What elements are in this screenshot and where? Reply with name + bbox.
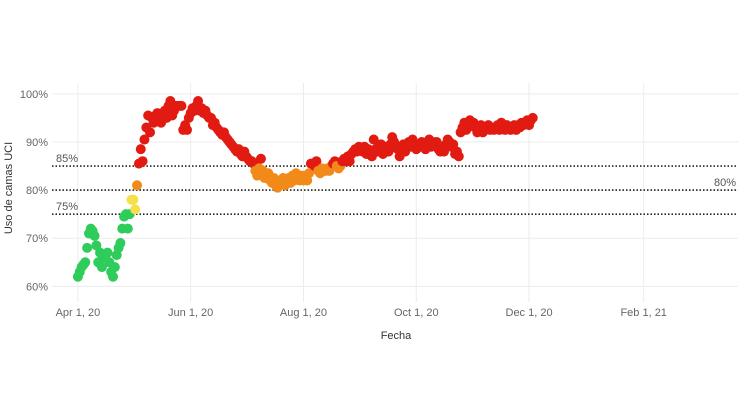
data-point: [139, 134, 150, 145]
x-tick-label: Feb 1, 21: [620, 307, 666, 319]
data-points: [72, 96, 538, 282]
reference-line-label: 85%: [56, 153, 78, 165]
y-tick-label: 90%: [26, 137, 48, 149]
data-point: [128, 194, 139, 205]
data-point: [108, 271, 119, 282]
data-point: [122, 223, 133, 234]
data-point: [132, 180, 143, 191]
data-point: [96, 262, 107, 273]
data-point: [255, 153, 266, 164]
data-point: [137, 156, 148, 167]
x-tick-label: Dec 1, 20: [506, 307, 553, 319]
data-point: [368, 134, 379, 145]
reference-lines: 85% 80% 75%: [52, 153, 738, 215]
y-tick-label: 60%: [26, 281, 48, 293]
data-point: [527, 112, 538, 123]
data-point: [109, 262, 120, 273]
data-point: [102, 247, 113, 258]
data-point: [82, 242, 93, 253]
x-tick-label: Oct 1, 20: [394, 307, 439, 319]
data-point: [453, 151, 464, 162]
y-tick-label: 100%: [20, 89, 48, 101]
reference-line-label: 75%: [56, 201, 78, 213]
data-point: [115, 238, 126, 249]
x-axis-title: Fecha: [381, 330, 412, 342]
x-tick-label: Apr 1, 20: [56, 307, 101, 319]
data-point: [89, 230, 100, 241]
y-axis-title: Uso de camas UCI: [3, 142, 15, 234]
y-tick-label: 70%: [26, 233, 48, 245]
data-point: [80, 257, 91, 268]
data-point: [311, 156, 322, 167]
data-point: [135, 144, 146, 155]
x-tick-label: Jun 1, 20: [168, 307, 213, 319]
tick-labels: 60% 70% 80% 90% 100% Apr 1, 20 Jun 1, 20 Aug 1,…: [20, 89, 667, 319]
data-point: [304, 168, 315, 179]
y-tick-label: 80%: [26, 185, 48, 197]
data-point: [181, 124, 192, 135]
x-tick-label: Aug 1, 20: [280, 307, 327, 319]
data-point: [130, 204, 141, 215]
data-point: [176, 100, 187, 111]
reference-line-label: 80%: [714, 177, 736, 189]
data-point: [145, 127, 155, 138]
